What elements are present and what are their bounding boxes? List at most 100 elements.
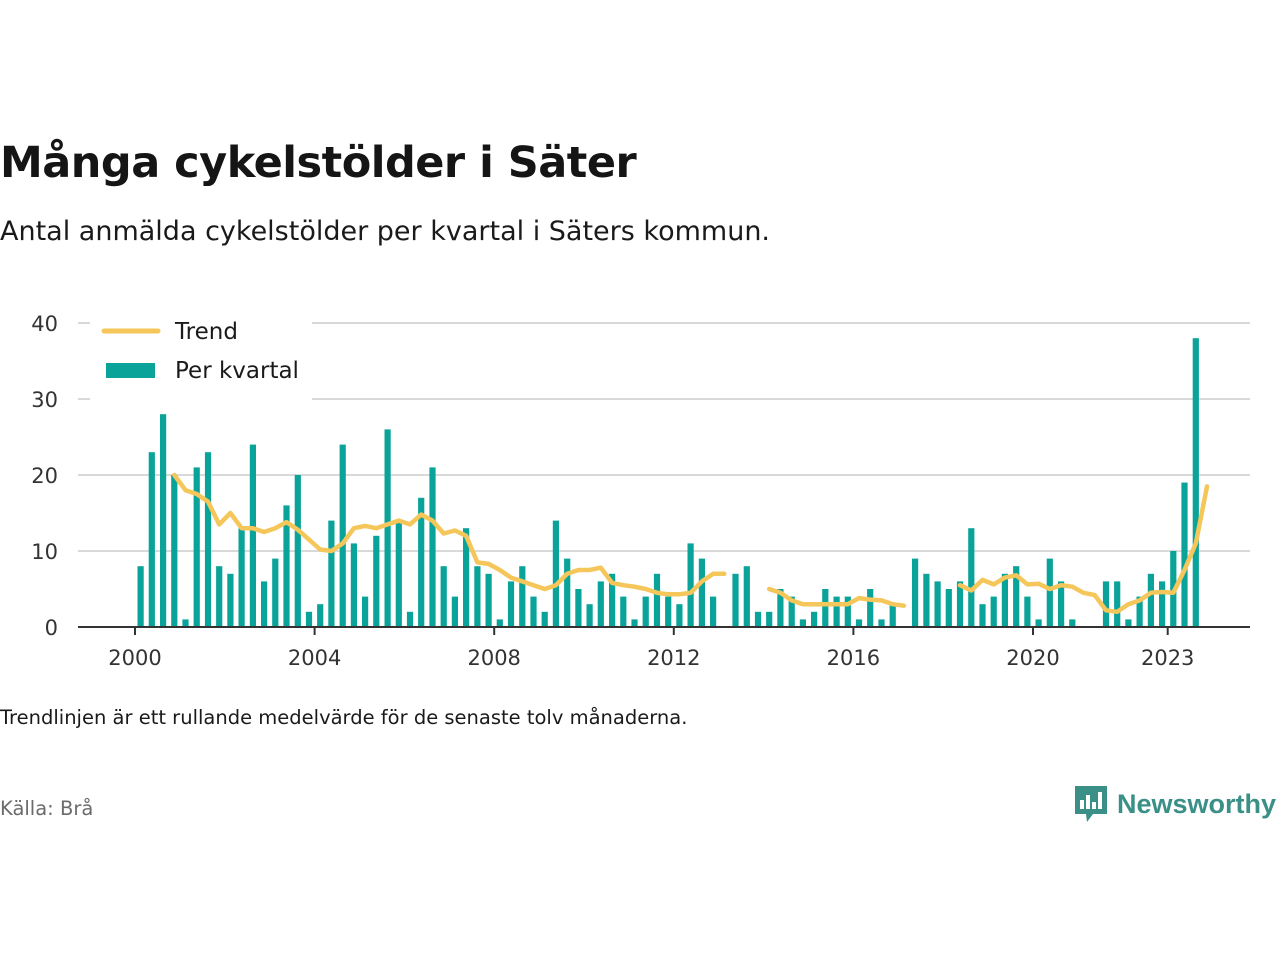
- bar: [564, 558, 571, 627]
- bar: [1125, 619, 1132, 627]
- bar: [182, 619, 189, 627]
- bar: [1024, 596, 1031, 627]
- trend-line: [172, 472, 1210, 615]
- bar-line-chart: 0 10 20 30 40 2000 2004 2008 2012 2016 2020 2023 Tr…: [31, 312, 1250, 670]
- bar: [541, 611, 548, 627]
- bar: [1046, 558, 1053, 627]
- bar: [665, 596, 672, 627]
- bar: [653, 573, 661, 627]
- bar: [1001, 573, 1008, 627]
- bar: [732, 573, 739, 627]
- bar: [148, 452, 155, 627]
- x-tick-label: 2020: [1006, 646, 1059, 670]
- bar: [339, 444, 346, 627]
- bar: [833, 596, 840, 627]
- y-tick-label: 20: [31, 464, 58, 488]
- bar: [945, 589, 952, 627]
- x-tick-label: 2000: [108, 646, 161, 670]
- y-tick-label: 10: [31, 540, 58, 564]
- bar: [204, 452, 212, 627]
- axis-ticks: 0 10 20 30 40 2000 2004 2008 2012 2016 2020 2023: [31, 312, 1194, 670]
- bar: [609, 573, 616, 627]
- bar: [889, 604, 896, 627]
- bar: [261, 581, 268, 627]
- bar: [867, 589, 874, 627]
- legend-trend-label: Trend: [174, 319, 238, 345]
- bar: [968, 528, 975, 627]
- bar: [788, 596, 795, 627]
- x-tick-label: 2023: [1141, 646, 1194, 670]
- y-tick-label: 0: [45, 616, 58, 640]
- brand-logo[interactable]: Newsworthy: [1073, 784, 1276, 824]
- bars: [137, 338, 1199, 627]
- bar: [362, 596, 369, 627]
- bar: [216, 566, 223, 627]
- bar: [227, 573, 234, 627]
- legend: Trend Per kvartal: [90, 318, 312, 406]
- y-tick-label: 30: [31, 388, 58, 412]
- bar: [777, 589, 784, 627]
- bar: [350, 543, 357, 627]
- bar: [855, 619, 863, 627]
- bar: [463, 528, 470, 627]
- bar: [1147, 573, 1154, 627]
- bar: [328, 520, 335, 627]
- x-tick-label: 2012: [647, 646, 700, 670]
- bar: [294, 475, 301, 627]
- trend-segment: [172, 472, 727, 597]
- chart-title: Många cykelstölder i Säter: [0, 138, 637, 188]
- bar: [1069, 619, 1076, 627]
- bar: [1181, 482, 1188, 627]
- bar: [934, 581, 941, 627]
- x-tick-label: 2008: [467, 646, 520, 670]
- trend-segment: [957, 484, 1210, 615]
- bar: [710, 596, 717, 627]
- bar: [575, 589, 582, 627]
- bar: [373, 535, 380, 627]
- bar: [620, 596, 627, 627]
- bar: [822, 589, 829, 627]
- bar: [160, 414, 167, 627]
- legend-bar-label: Per kvartal: [175, 358, 299, 384]
- bar: [1114, 581, 1121, 627]
- bar: [676, 604, 683, 627]
- bar: [597, 581, 604, 627]
- bar: [395, 520, 402, 627]
- bar: [923, 573, 930, 627]
- bar: [1102, 581, 1110, 627]
- bar: [811, 611, 818, 627]
- bar: [642, 596, 649, 627]
- bar: [799, 619, 806, 627]
- bar: [1159, 581, 1166, 627]
- bar: [305, 611, 313, 627]
- bar: [1058, 581, 1065, 627]
- bar: [440, 566, 447, 627]
- bar: [698, 558, 705, 627]
- bar: [766, 611, 773, 627]
- bar: [1013, 566, 1020, 627]
- bar: [429, 467, 436, 627]
- bar: [406, 611, 414, 627]
- bar: [1035, 619, 1042, 627]
- bar: [1192, 338, 1199, 627]
- bar: [552, 520, 559, 627]
- bar: [743, 566, 750, 627]
- bar: [193, 467, 200, 627]
- bar: [317, 604, 324, 627]
- source-label: Källa: Brå: [0, 797, 94, 820]
- y-tick-label: 40: [31, 312, 58, 336]
- bar: [631, 619, 638, 627]
- bar: [384, 429, 391, 627]
- bar: [1136, 596, 1143, 627]
- bar: [586, 604, 593, 627]
- bar: [844, 596, 851, 627]
- bar: [418, 497, 425, 627]
- chart-subtitle: Antal anmälda cykelstölder per kvartal i…: [0, 216, 771, 247]
- bar: [687, 543, 694, 627]
- bar: [171, 475, 178, 627]
- bar: [990, 596, 997, 627]
- bar: [496, 619, 503, 627]
- bar: [956, 581, 964, 627]
- bar: [912, 558, 919, 627]
- bar: [979, 604, 986, 627]
